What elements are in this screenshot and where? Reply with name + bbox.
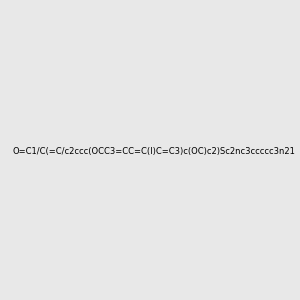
Text: O=C1/C(=C/c2ccc(OCC3=CC=C(I)C=C3)c(OC)c2)Sc2nc3ccccc3n21: O=C1/C(=C/c2ccc(OCC3=CC=C(I)C=C3)c(OC)c2… [12, 147, 295, 156]
